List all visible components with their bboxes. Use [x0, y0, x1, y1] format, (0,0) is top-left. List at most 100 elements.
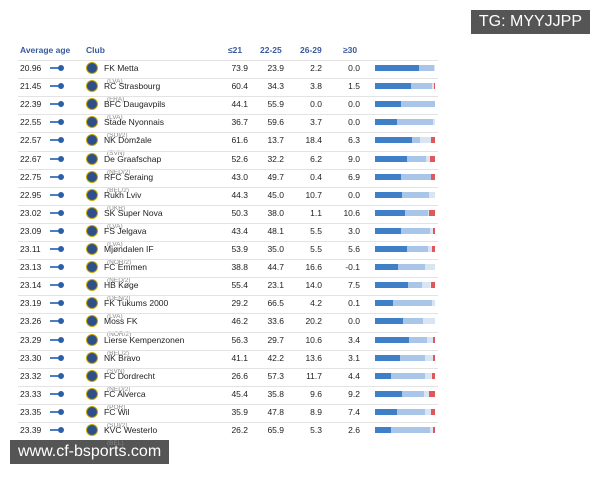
share-value: 35.8: [267, 388, 284, 399]
league: (LVA): [107, 240, 123, 248]
average-age: 23.33: [20, 388, 42, 399]
share-value: 65.9: [267, 425, 284, 435]
share-segment: [375, 191, 402, 198]
share-segment: [430, 173, 435, 180]
share-value: 46.2: [231, 316, 248, 327]
share-bar: [375, 300, 435, 307]
age-marker: [50, 300, 64, 307]
club-logo: [86, 297, 98, 310]
club-cell: RC Strasbourg (FRA): [104, 80, 160, 106]
share-value: 0.0: [348, 189, 360, 200]
club-cell: SK Super Nova (LVA): [104, 207, 163, 233]
share-segment: [397, 119, 433, 126]
club-logo: [86, 224, 98, 237]
club-name: Rukh Lviv: [104, 189, 142, 200]
share-value: 26.2: [231, 425, 248, 435]
row-divider: [18, 295, 438, 297]
club-name: Moss FK: [104, 316, 138, 327]
share-bar: [375, 173, 435, 180]
share-segment: [411, 83, 432, 90]
share-value: 44.3: [231, 189, 248, 200]
age-marker: [50, 427, 64, 433]
club-cell: Stade Nyonnais (SUI/2): [104, 116, 164, 142]
league: (BEL/2): [107, 186, 130, 194]
share-value: 9.0: [348, 153, 360, 164]
watermark: www.cf-bsports.com: [10, 440, 170, 464]
share-bar: [375, 191, 435, 198]
row-divider: [18, 277, 438, 279]
share-segment: [375, 354, 400, 361]
share-value: 42.2: [267, 352, 284, 363]
club-logo: [86, 170, 98, 183]
share-value: 3.7: [310, 117, 322, 128]
share-value: 5.5: [310, 244, 322, 254]
league: (NOR/2): [107, 259, 132, 266]
share-value: 13.6: [305, 352, 322, 363]
share-value: 33.6: [267, 316, 284, 327]
share-value: 10.7: [305, 189, 322, 200]
share-segment: [431, 83, 435, 90]
league: (NOR/2): [107, 331, 132, 339]
share-value: 0.0: [348, 117, 360, 128]
share-value: 8.9: [310, 406, 322, 417]
club-name: SK Super Nova: [104, 207, 163, 218]
league: (FRA): [107, 96, 125, 104]
club-name: Lierse Kempenzonen: [104, 334, 185, 345]
share-segment: [428, 209, 435, 216]
league: (SUI/2): [107, 421, 128, 429]
share-value: 4.2: [310, 298, 322, 309]
share-value: 45.0: [267, 189, 284, 200]
share-value: 23.1: [267, 280, 284, 291]
share-bar: [375, 155, 435, 162]
league: (SVN): [107, 150, 125, 158]
share-value: 13.7: [267, 135, 284, 146]
average-age: 22.67: [20, 153, 42, 164]
share-bar: [375, 209, 435, 216]
share-segment: [432, 336, 435, 343]
average-age: 23.30: [20, 352, 42, 363]
club-name: De Graafschap: [104, 153, 162, 164]
column-header: 26-29: [300, 45, 322, 55]
league: (UKR): [107, 204, 126, 212]
league: (SUI/2): [107, 132, 128, 140]
age-marker: [50, 408, 64, 415]
row-divider: [18, 422, 438, 423]
average-age: 23.26: [20, 316, 42, 327]
share-segment: [375, 427, 391, 433]
share-segment: [408, 336, 427, 343]
share-value: 49.7: [267, 171, 284, 182]
share-bar: [375, 264, 436, 271]
share-value: 47.8: [267, 406, 284, 417]
share-value: 38.8: [231, 262, 248, 273]
average-age: 23.39: [20, 425, 42, 435]
share-value: 5.5: [310, 225, 322, 236]
share-segment: [426, 336, 433, 343]
share-value: 20.2: [305, 316, 322, 327]
column-header: ≤21: [228, 45, 243, 55]
league: (LVA): [107, 114, 123, 122]
share-segment: [401, 191, 429, 198]
share-value: 6.9: [348, 171, 360, 182]
share-segment: [402, 390, 424, 397]
club-cell: FC Emmen (NED/2): [104, 261, 147, 287]
share-segment: [431, 137, 435, 144]
share-segment: [430, 427, 434, 433]
share-segment: [428, 191, 435, 198]
club-cell: HB Køge (DEN/2): [104, 279, 139, 305]
club-cell: FK Metta (LVA): [104, 62, 138, 88]
club-name: RC Strasbourg: [104, 81, 161, 92]
row-divider: [18, 349, 438, 351]
league: (BEL): [107, 440, 124, 447]
share-value: 3.1: [348, 352, 360, 363]
share-segment: [432, 300, 435, 307]
club-cell: FK Tukums 2000 (LVA): [104, 297, 168, 323]
row-divider: [18, 259, 438, 261]
share-value: 73.9: [231, 63, 248, 73]
share-value: 29.2: [231, 298, 248, 309]
club-name: Stade Nyonnais: [104, 117, 165, 128]
share-segment: [433, 427, 435, 433]
share-value: 0.0: [348, 316, 360, 327]
league: (LVA): [107, 78, 123, 85]
share-segment: [375, 227, 402, 234]
